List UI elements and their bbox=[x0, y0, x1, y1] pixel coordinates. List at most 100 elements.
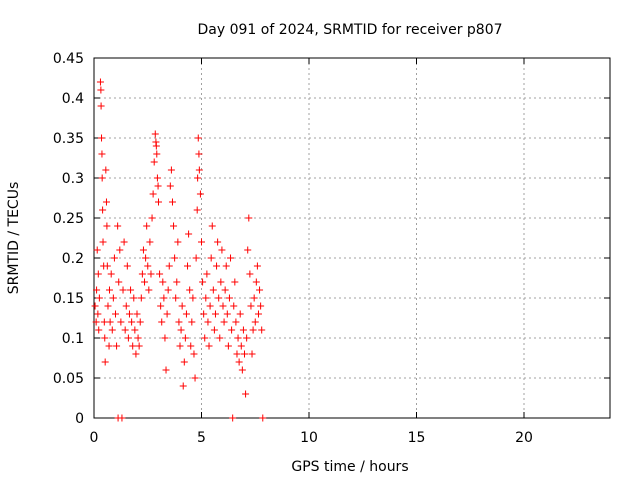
data-point bbox=[236, 310, 244, 318]
data-point bbox=[158, 318, 166, 326]
data-point bbox=[168, 198, 176, 206]
y-tick-label: 0.1 bbox=[62, 331, 84, 347]
data-point bbox=[235, 358, 243, 366]
data-point bbox=[159, 278, 167, 286]
data-point bbox=[195, 150, 203, 158]
data-point bbox=[109, 294, 117, 302]
y-tick-label: 0.45 bbox=[53, 51, 84, 67]
data-point bbox=[231, 278, 239, 286]
data-point bbox=[157, 302, 165, 310]
data-point bbox=[196, 190, 204, 198]
data-point bbox=[143, 222, 151, 230]
data-point bbox=[171, 254, 179, 262]
data-point bbox=[225, 294, 233, 302]
data-point bbox=[167, 166, 175, 174]
data-point bbox=[146, 238, 154, 246]
data-point bbox=[132, 350, 140, 358]
data-point bbox=[208, 222, 216, 230]
data-point bbox=[121, 326, 129, 334]
data-point bbox=[153, 174, 161, 182]
data-point bbox=[138, 270, 146, 278]
data-point bbox=[151, 130, 159, 138]
data-point bbox=[182, 310, 190, 318]
data-point bbox=[179, 382, 187, 390]
data-point bbox=[185, 230, 193, 238]
data-point bbox=[173, 278, 181, 286]
data-point bbox=[214, 238, 222, 246]
data-point bbox=[97, 86, 105, 94]
data-point bbox=[206, 302, 214, 310]
data-point bbox=[250, 294, 258, 302]
data-point bbox=[252, 278, 260, 286]
data-point bbox=[254, 310, 262, 318]
data-point bbox=[160, 294, 168, 302]
y-tick-label: 0.25 bbox=[53, 211, 84, 227]
plot-frame bbox=[93, 57, 611, 419]
data-point bbox=[93, 246, 101, 254]
grid-lines bbox=[94, 58, 610, 418]
data-point bbox=[176, 342, 184, 350]
data-point bbox=[217, 278, 225, 286]
data-point bbox=[234, 334, 242, 342]
data-point bbox=[93, 286, 101, 294]
data-point bbox=[199, 278, 207, 286]
data-point bbox=[246, 270, 254, 278]
data-point bbox=[257, 302, 265, 310]
data-point bbox=[116, 246, 124, 254]
data-point bbox=[130, 294, 138, 302]
data-point bbox=[207, 254, 215, 262]
data-point bbox=[232, 318, 240, 326]
data-point bbox=[195, 166, 203, 174]
x-tick-label: 15 bbox=[408, 430, 426, 446]
data-point bbox=[155, 198, 162, 206]
data-point bbox=[233, 350, 241, 358]
data-point bbox=[98, 134, 106, 142]
y-tick-label: 0 bbox=[75, 411, 84, 427]
x-tick-label: 10 bbox=[300, 430, 318, 446]
data-point bbox=[222, 262, 230, 270]
data-point bbox=[166, 182, 174, 190]
data-point bbox=[147, 270, 155, 278]
data-point bbox=[213, 262, 221, 270]
data-point bbox=[115, 278, 123, 286]
axis-ticks: 0 0.05 0.1 0.15 0.2 0.25 0.3 0.35 0.4 0.45 0 5 10 15 2… bbox=[53, 51, 610, 446]
data-point bbox=[218, 246, 226, 254]
data-point bbox=[238, 366, 246, 374]
data-point bbox=[106, 318, 114, 326]
data-point bbox=[224, 342, 232, 350]
y-tick-label: 0.2 bbox=[62, 251, 84, 267]
data-point bbox=[253, 262, 261, 270]
data-point bbox=[150, 158, 158, 166]
data-point bbox=[101, 358, 109, 366]
data-point bbox=[144, 262, 152, 270]
data-point bbox=[229, 414, 237, 422]
data-point bbox=[103, 222, 111, 230]
data-point bbox=[145, 286, 153, 294]
data-point bbox=[227, 254, 235, 262]
data-point bbox=[248, 350, 256, 358]
data-point bbox=[162, 366, 170, 374]
data-point bbox=[237, 342, 245, 350]
data-point bbox=[135, 342, 143, 350]
data-point bbox=[122, 302, 130, 310]
data-point bbox=[202, 294, 210, 302]
data-point bbox=[180, 358, 188, 366]
data-point bbox=[133, 310, 141, 318]
data-point bbox=[104, 302, 112, 310]
data-point bbox=[251, 318, 259, 326]
data-point bbox=[161, 334, 169, 342]
data-point bbox=[127, 286, 135, 294]
data-point bbox=[99, 238, 107, 246]
data-point bbox=[98, 174, 106, 182]
data-point bbox=[170, 222, 178, 230]
data-point bbox=[216, 334, 224, 342]
data-point bbox=[91, 302, 99, 310]
y-tick-label: 0.35 bbox=[53, 131, 84, 147]
data-point bbox=[125, 310, 133, 318]
data-point bbox=[228, 326, 236, 334]
data-point bbox=[247, 302, 255, 310]
data-point bbox=[95, 326, 103, 334]
data-point bbox=[221, 286, 229, 294]
data-point bbox=[192, 254, 200, 262]
data-point bbox=[119, 286, 127, 294]
